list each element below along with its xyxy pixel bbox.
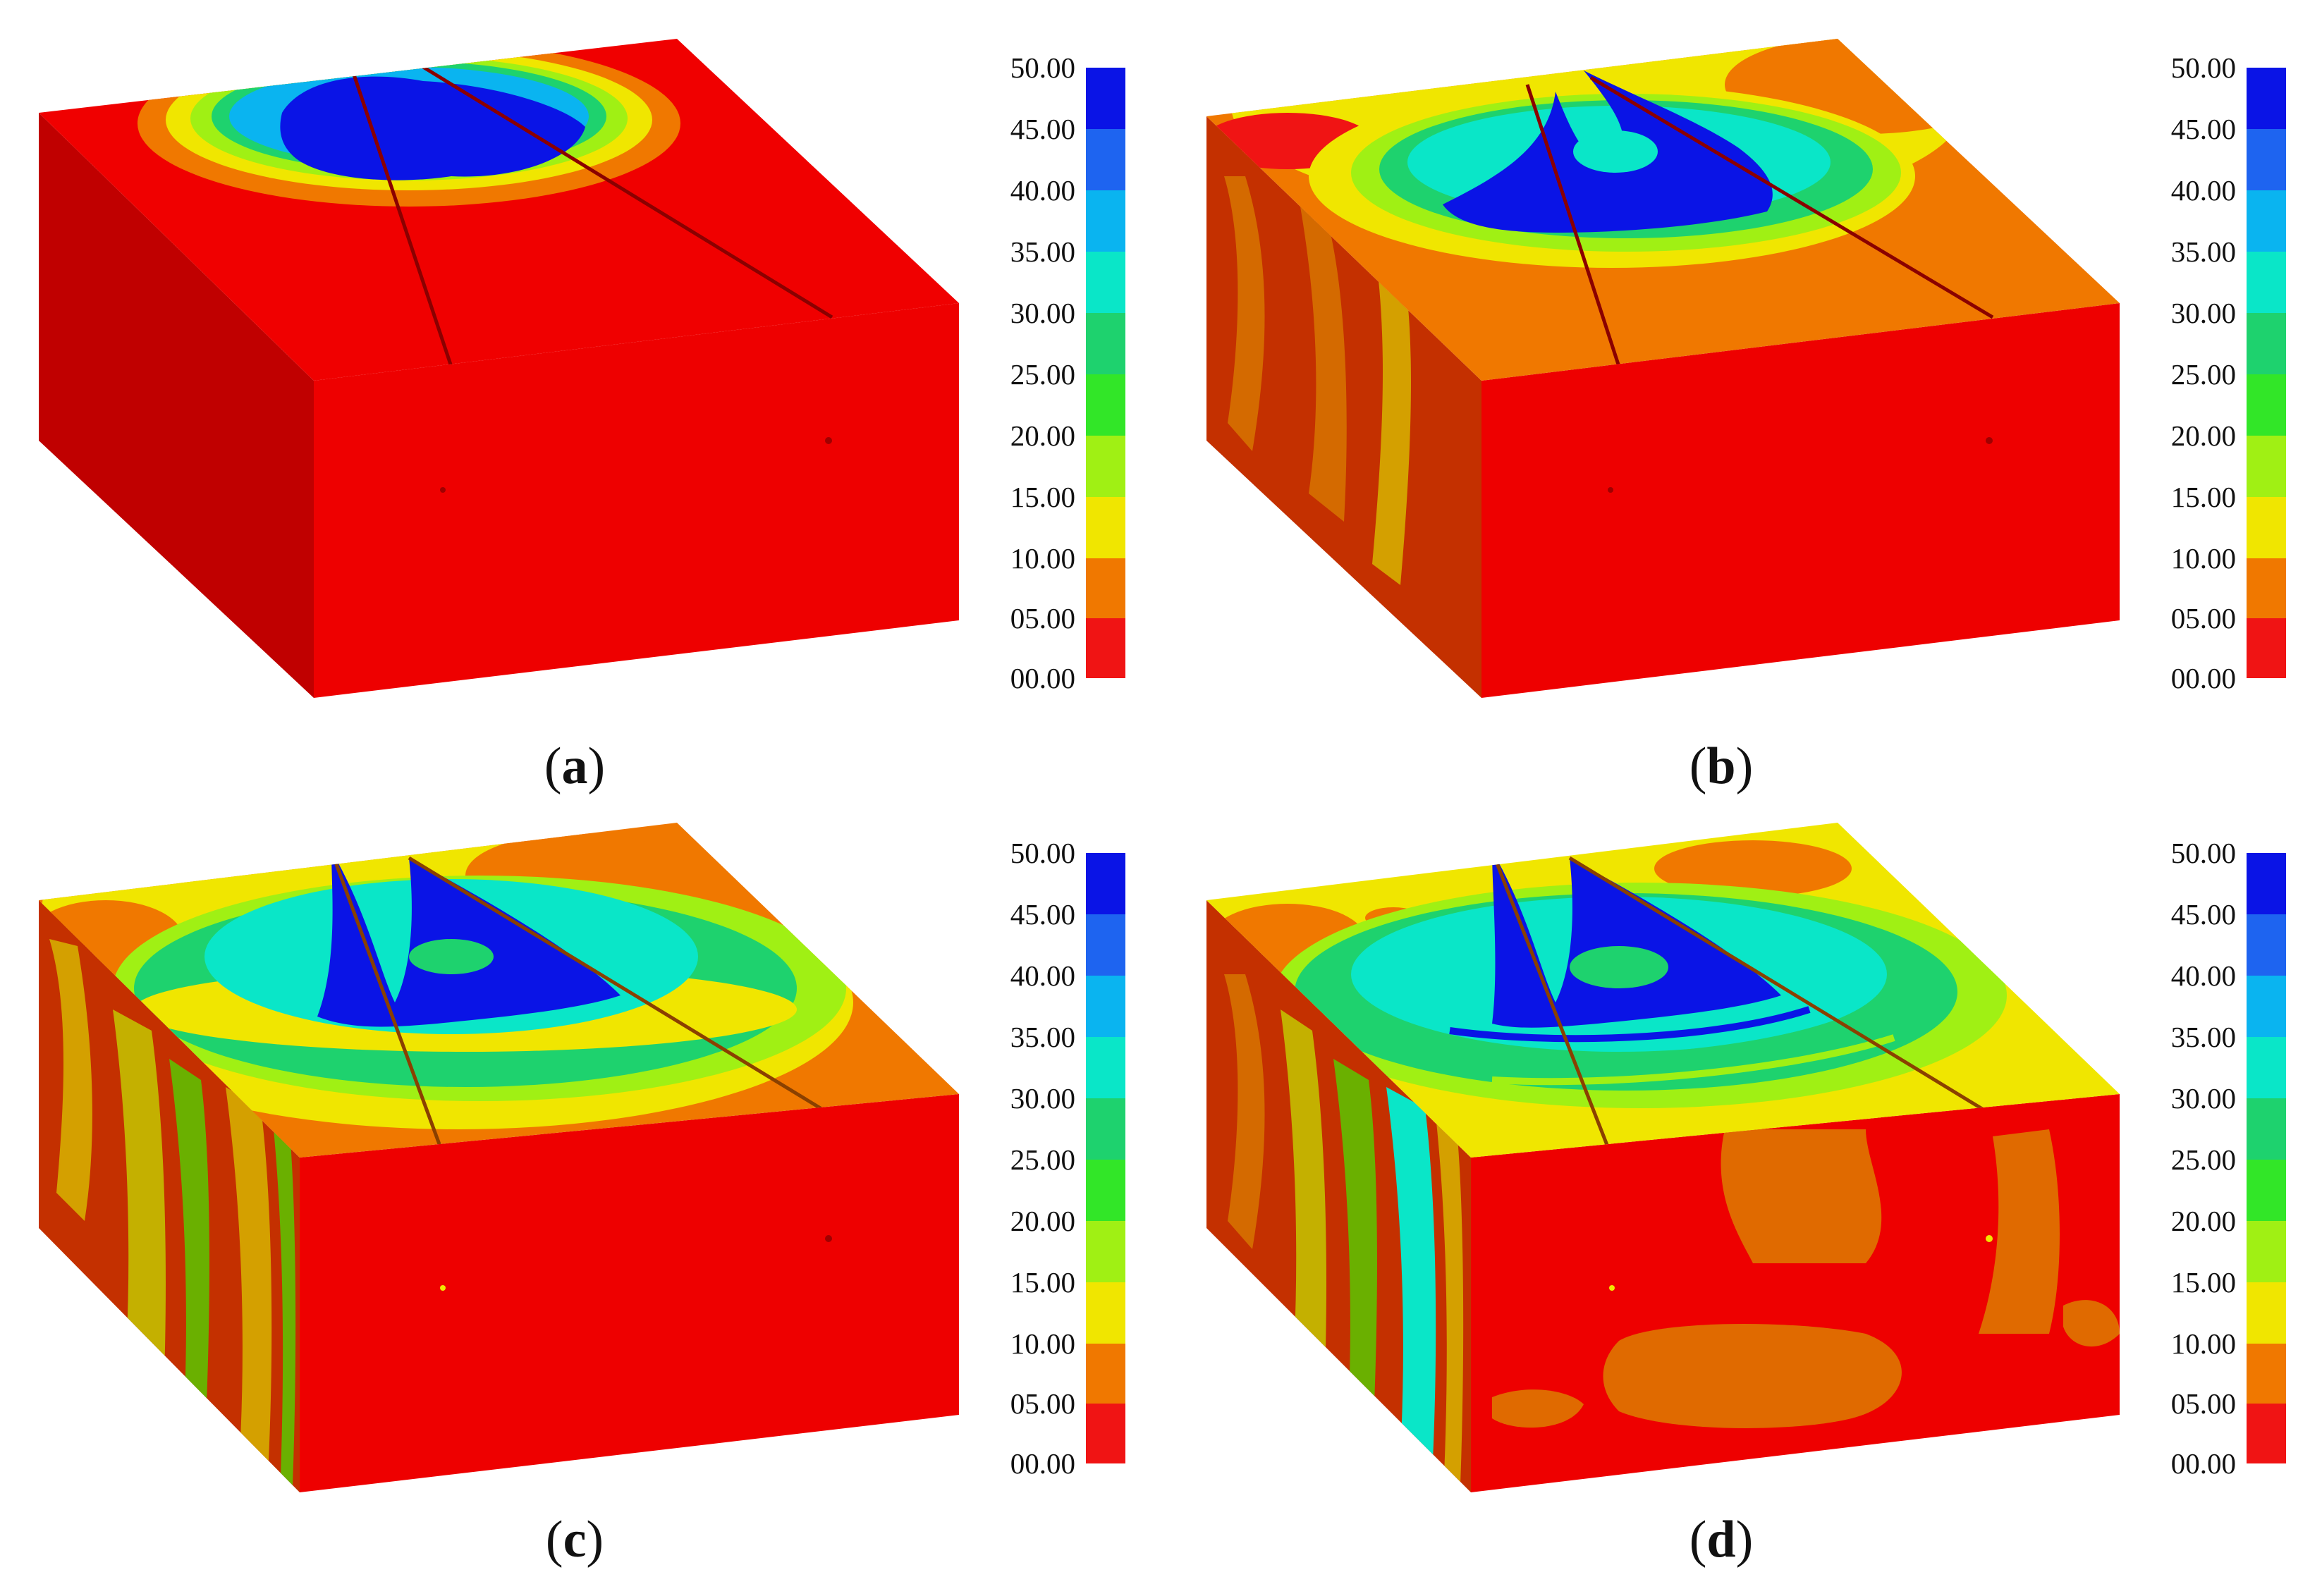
legend-tick: 40.00 — [1010, 174, 1075, 207]
legend-tick: 10.00 — [2170, 1327, 2236, 1360]
legend-tick: 35.00 — [2170, 1021, 2236, 1053]
legend-tick: 25.00 — [1010, 1143, 1075, 1176]
legend-tick: 30.00 — [2170, 297, 2236, 329]
color-scale-legend-c: 50.00 45.00 40.00 35.00 30.00 25.00 20.0… — [970, 837, 1153, 1480]
panel-caption: (b) — [1689, 737, 1754, 795]
legend-tick: 05.00 — [2170, 602, 2236, 634]
legend-tick: 45.00 — [1010, 898, 1075, 931]
legend-tick: 40.00 — [2170, 959, 2236, 992]
legend-tick: 05.00 — [1010, 1387, 1075, 1420]
legend-tick: 50.00 — [2170, 51, 2236, 84]
legend-tick: 50.00 — [1010, 51, 1075, 84]
legend-tick: 05.00 — [2170, 1387, 2236, 1420]
legend-tick: 40.00 — [2170, 174, 2236, 207]
legend-tick: 20.00 — [1010, 419, 1075, 452]
color-scale-bar — [1086, 853, 1125, 1463]
block-model-a — [39, 39, 959, 698]
legend-tick: 35.00 — [1010, 1021, 1075, 1053]
legend-tick: 10.00 — [2170, 542, 2236, 575]
legend-tick: 45.00 — [1010, 113, 1075, 145]
legend-tick: 00.00 — [2170, 662, 2236, 694]
legend-tick: 10.00 — [1010, 1327, 1075, 1360]
front-face — [300, 1094, 959, 1492]
legend-tick: 00.00 — [2170, 1447, 2236, 1480]
legend-tick: 30.00 — [1010, 1082, 1075, 1115]
legend-tick: 35.00 — [2170, 235, 2236, 268]
left-face — [39, 113, 314, 698]
panel-c: 50.00 45.00 40.00 35.00 30.00 25.00 20.0… — [0, 798, 1161, 1596]
legend-tick: 45.00 — [2170, 113, 2236, 145]
legend-tick: 10.00 — [1010, 542, 1075, 575]
color-scale-legend-a: 50.00 45.00 40.00 35.00 30.00 25.00 20.0… — [970, 51, 1153, 694]
front-face — [1481, 303, 2120, 698]
legend-tick: 05.00 — [1010, 602, 1075, 634]
left-face — [39, 900, 300, 1492]
panel-d: 50.00 45.00 40.00 35.00 30.00 25.00 20.0… — [1161, 798, 2321, 1596]
color-scale-legend-b: 50.00 45.00 40.00 35.00 30.00 25.00 20.0… — [2130, 51, 2314, 694]
block-model-b — [1206, 39, 2120, 698]
color-scale-bar — [1086, 68, 1125, 678]
legend-tick: 30.00 — [2170, 1082, 2236, 1115]
panel-caption: (a) — [544, 737, 606, 795]
color-scale-legend-d: 50.00 45.00 40.00 35.00 30.00 25.00 20.0… — [2130, 837, 2314, 1480]
legend-tick: 25.00 — [2170, 1143, 2236, 1176]
legend-tick: 40.00 — [1010, 959, 1075, 992]
legend-tick: 35.00 — [1010, 235, 1075, 268]
legend-tick: 00.00 — [1010, 1447, 1075, 1480]
legend-tick: 15.00 — [2170, 481, 2236, 513]
color-scale-bar — [2247, 853, 2286, 1463]
legend-tick: 20.00 — [1010, 1205, 1075, 1237]
color-scale-bar — [2247, 68, 2286, 678]
legend-tick: 45.00 — [2170, 898, 2236, 931]
legend-tick: 20.00 — [2170, 1205, 2236, 1237]
legend-tick: 20.00 — [2170, 419, 2236, 452]
block-model-c — [39, 823, 959, 1492]
legend-tick: 25.00 — [1010, 358, 1075, 391]
panel-caption: (c) — [545, 1511, 604, 1569]
legend-tick: 15.00 — [1010, 1266, 1075, 1299]
panel-a: 50.00 45.00 40.00 35.00 30.00 25.00 20.0… — [0, 0, 1161, 798]
panel-b: 50.00 45.00 40.00 35.00 30.00 25.00 20.0… — [1161, 0, 2321, 798]
legend-tick: 25.00 — [2170, 358, 2236, 391]
panel-caption: (d) — [1689, 1511, 1754, 1569]
legend-tick: 15.00 — [2170, 1266, 2236, 1299]
legend-tick: 30.00 — [1010, 297, 1075, 329]
front-face — [314, 303, 959, 698]
block-model-d — [1206, 823, 2120, 1492]
legend-tick: 50.00 — [1010, 837, 1075, 869]
legend-tick: 15.00 — [1010, 481, 1075, 513]
legend-tick: 50.00 — [2170, 837, 2236, 869]
legend-tick: 00.00 — [1010, 662, 1075, 694]
